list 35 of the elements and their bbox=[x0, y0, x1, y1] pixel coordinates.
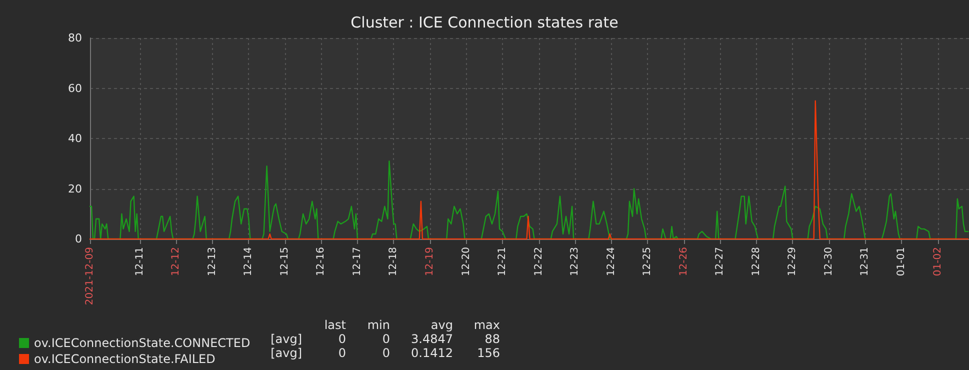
x-tick-label: 12-12 bbox=[170, 247, 182, 276]
y-tick-label: 40 bbox=[68, 132, 82, 145]
chart-title: Cluster : ICE Connection states rate bbox=[350, 14, 618, 32]
x-tick-label: 12-31 bbox=[860, 247, 871, 276]
x-tick-label: 01-02 bbox=[932, 247, 944, 276]
y-tick-label: 60 bbox=[68, 82, 82, 95]
x-tick-label: 12-17 bbox=[352, 247, 363, 276]
legend-label: ov.ICEConnectionState.CONNECTED bbox=[34, 336, 250, 350]
x-tick-label: 12-14 bbox=[243, 247, 254, 276]
x-tick-label: 12-27 bbox=[714, 247, 726, 276]
y-tick-label: 80 bbox=[68, 32, 82, 44]
x-tick-label: 12-29 bbox=[787, 247, 798, 276]
y-tick-label: 0 bbox=[75, 232, 82, 246]
x-tick-label: 12-18 bbox=[388, 247, 400, 276]
x-tick-label: 12-11 bbox=[134, 247, 146, 276]
x-tick-label: 12-25 bbox=[642, 247, 654, 276]
text: [avg] 0 0 0.1412 156 bbox=[270, 346, 500, 360]
x-tick-label: 12-13 bbox=[206, 247, 218, 276]
legend-label: ov.ICEConnectionState.FAILED bbox=[34, 352, 216, 366]
x-tick-label: 12-23 bbox=[570, 247, 581, 276]
x-tick-label: 2021-12-09 bbox=[84, 247, 96, 306]
x-tick-label: 12-16 bbox=[316, 247, 327, 276]
y-tick-label: 20 bbox=[68, 182, 82, 196]
text: last min avg max bbox=[324, 318, 500, 332]
text: [avg] 0 0 3.4847 88 bbox=[270, 332, 500, 346]
x-tick-label: 12-24 bbox=[606, 247, 617, 276]
x-tick-label: 12-20 bbox=[460, 247, 472, 276]
x-tick-label: 12-30 bbox=[823, 247, 834, 276]
x-tick-label: 12-19 bbox=[424, 247, 436, 276]
x-tick-label: 12-21 bbox=[497, 247, 508, 276]
x-tick-label: 12-26 bbox=[678, 247, 690, 276]
x-tick-label: 12-22 bbox=[533, 247, 544, 276]
x-tick-label: 12-15 bbox=[279, 247, 290, 276]
x-tick-label: 01-01 bbox=[896, 247, 907, 276]
x-tick-label: 12-28 bbox=[750, 247, 762, 276]
